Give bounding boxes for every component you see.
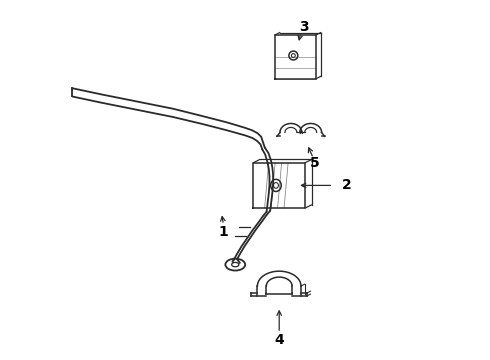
- Text: 5: 5: [310, 156, 320, 170]
- Text: 4: 4: [274, 333, 284, 347]
- Text: 3: 3: [299, 20, 309, 34]
- Text: 1: 1: [219, 225, 228, 239]
- Text: 2: 2: [342, 179, 352, 192]
